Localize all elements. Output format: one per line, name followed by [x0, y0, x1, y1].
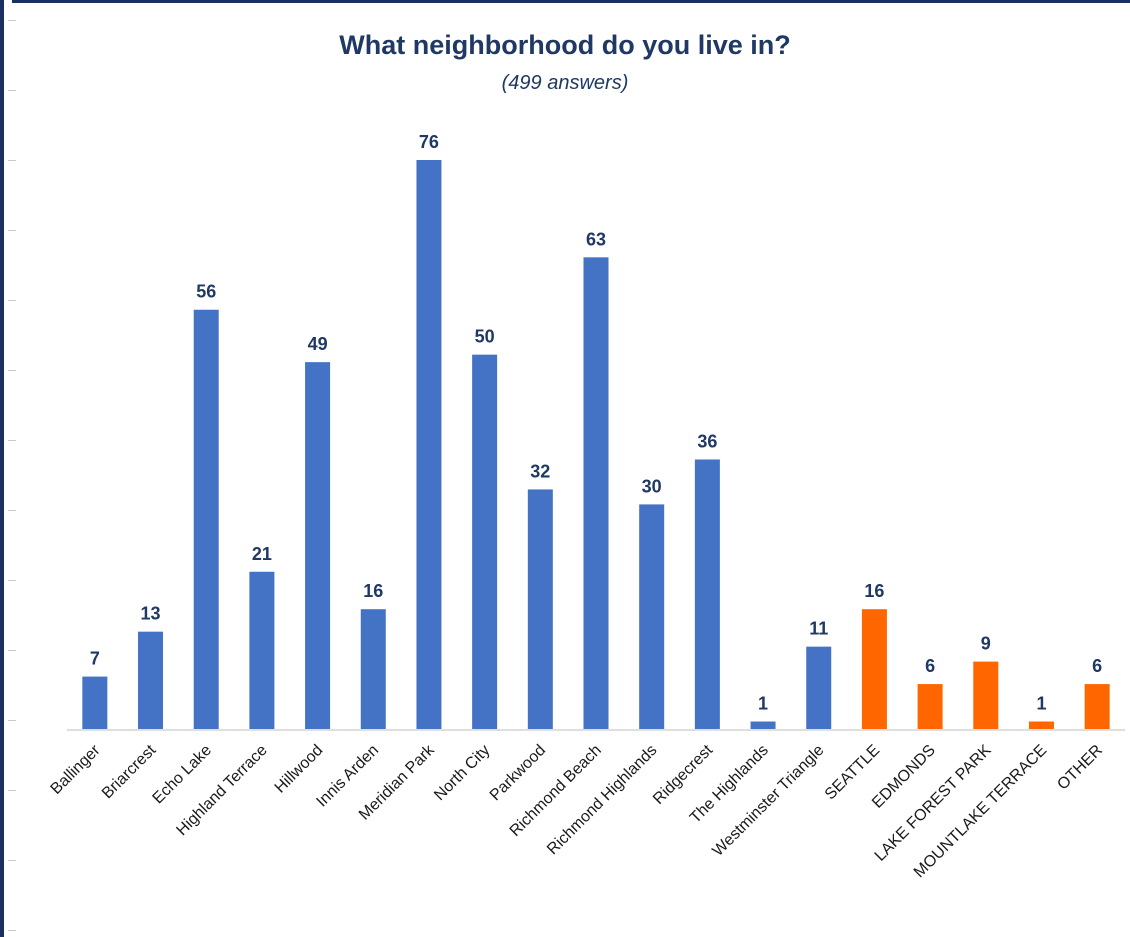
category-label: Ballinger: [48, 741, 105, 798]
frame-tick: [8, 230, 16, 231]
bar: [806, 646, 832, 729]
category-label: Westminster Triangle: [709, 742, 827, 860]
bar-value-label: 9: [981, 634, 991, 654]
frame-tick: [8, 860, 16, 861]
bar: [861, 609, 887, 729]
frame-tick: [8, 790, 16, 791]
bar: [360, 609, 386, 729]
frame-tick: [8, 300, 16, 301]
bar: [527, 489, 553, 729]
category-label: North City: [431, 742, 493, 804]
frame-tick: [8, 90, 16, 91]
bar-value-label: 6: [1092, 656, 1102, 676]
bar-value-label: 16: [864, 581, 884, 601]
bar: [193, 309, 219, 729]
chart-subtitle: (499 answers): [501, 72, 629, 94]
bar-value-label: 11: [809, 619, 828, 639]
frame-tick: [8, 930, 16, 931]
bar: [917, 684, 943, 729]
bar: [1084, 684, 1110, 729]
bar: [973, 661, 999, 729]
bar-value-label: 50: [475, 327, 495, 347]
frame-tick: [8, 650, 16, 651]
bar: [82, 676, 108, 729]
bar: [249, 571, 275, 729]
bar-value-label: 56: [196, 282, 216, 302]
frame-left-border: [0, 0, 16, 937]
category-label: OTHER: [1054, 742, 1106, 794]
bar-value-label: 16: [363, 581, 383, 601]
frame-tick: [8, 580, 16, 581]
bar-value-label: 13: [141, 604, 161, 624]
bar-value-label: 49: [308, 334, 328, 354]
bar-value-label: 63: [586, 229, 606, 249]
frame-tick: [8, 20, 16, 21]
bar-value-label: 7: [90, 649, 100, 669]
bar: [472, 354, 498, 729]
frame-top-border: [0, 0, 1130, 6]
bar-value-label: 1: [1036, 694, 1046, 714]
bar: [1028, 721, 1054, 729]
bar: [750, 721, 776, 729]
frame-tick: [8, 510, 16, 511]
bar-value-label: 6: [925, 656, 935, 676]
bar: [583, 257, 609, 729]
bar-value-label: 30: [642, 476, 662, 496]
bar-value-label: 36: [697, 431, 717, 451]
bar-value-label: 32: [530, 461, 550, 481]
frame-tick: [8, 160, 16, 161]
bar-value-label: 76: [419, 132, 439, 152]
frame-tick: [8, 440, 16, 441]
category-label: Hillwood: [272, 742, 327, 797]
bar: [305, 362, 331, 729]
bar-value-label: 21: [252, 544, 272, 564]
frame-tick: [8, 370, 16, 371]
bar-value-label: 1: [758, 694, 768, 714]
category-label: Richmond Highlands: [544, 742, 660, 858]
bar: [639, 504, 665, 729]
bar: [694, 459, 720, 729]
bar: [138, 631, 164, 729]
bar: [416, 160, 442, 729]
frame-tick: [8, 720, 16, 721]
chart-title: What neighborhood do you live in?: [339, 30, 791, 60]
